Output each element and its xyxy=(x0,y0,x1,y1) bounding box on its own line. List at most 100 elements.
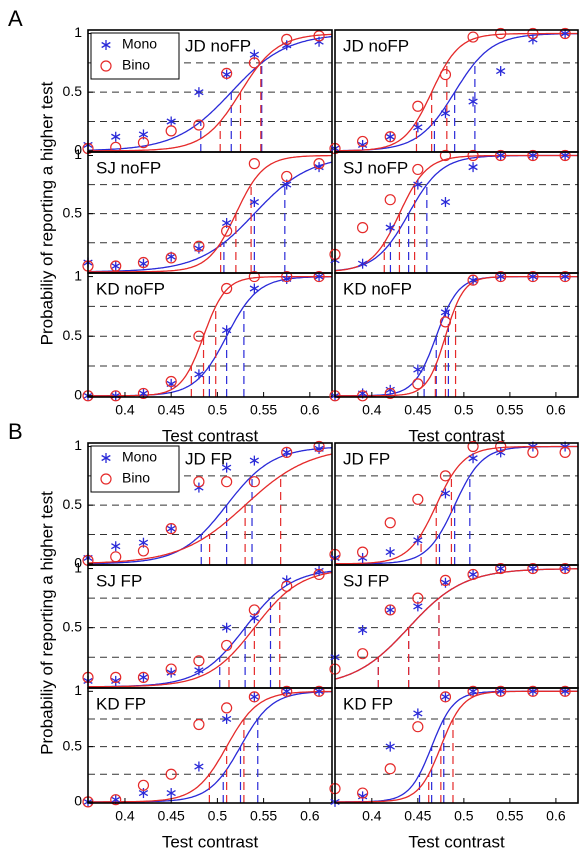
y-tick-label: 0 xyxy=(74,793,82,809)
x-axis-label: Test contrast xyxy=(408,426,505,445)
star-marker xyxy=(357,552,368,563)
star-stroke xyxy=(560,30,570,37)
circle-marker xyxy=(193,655,205,667)
panel-title: KD noFP xyxy=(96,279,165,298)
star-stroke xyxy=(249,457,260,464)
star-stroke xyxy=(528,273,538,280)
star-stroke xyxy=(314,273,324,280)
panel-letter: B xyxy=(8,419,23,444)
star-marker xyxy=(249,283,260,294)
x-tick-label: 0.5 xyxy=(208,402,228,418)
x-tick-label: 0.6 xyxy=(300,402,320,418)
circle-marker xyxy=(248,270,260,283)
circle-marker xyxy=(559,270,571,283)
legend-label: Mono xyxy=(122,449,157,465)
circle-marker xyxy=(165,375,177,388)
circle-marker xyxy=(165,523,177,535)
circle-marker xyxy=(527,149,539,162)
star-marker xyxy=(111,675,121,686)
star-stroke xyxy=(560,565,570,572)
star-stroke xyxy=(221,464,232,471)
circle-marker xyxy=(221,67,233,80)
circle-marker xyxy=(221,639,233,652)
x-tick-label: 0.6 xyxy=(546,402,566,418)
star-stroke xyxy=(314,567,324,574)
star-stroke xyxy=(496,688,506,695)
panel: SJ noFP xyxy=(329,149,579,274)
star-stroke xyxy=(413,537,423,544)
y-tick-label: 1 xyxy=(74,267,82,283)
star-marker xyxy=(440,488,451,499)
star-stroke xyxy=(385,133,395,140)
circle-marker xyxy=(221,282,233,295)
star-stroke xyxy=(440,110,451,117)
y-tick-label: 0.5 xyxy=(63,496,83,512)
circle-marker xyxy=(193,718,205,731)
panel-frame xyxy=(334,272,579,398)
circle-marker xyxy=(248,604,260,616)
panel: JD FP xyxy=(329,440,579,566)
star-marker xyxy=(468,453,478,464)
x-tick-label: 0.5 xyxy=(454,808,474,824)
star-stroke xyxy=(468,455,478,462)
star-stroke xyxy=(385,224,395,231)
panel-title: JD noFP xyxy=(185,36,251,55)
circle-marker xyxy=(467,440,479,453)
circle-marker xyxy=(357,390,369,402)
circle-marker xyxy=(110,390,122,402)
circle-marker xyxy=(495,440,507,453)
star-stroke xyxy=(194,763,204,770)
circle-marker xyxy=(221,225,233,237)
panel-title: JD noFP xyxy=(343,36,409,55)
panel-title: SJ FP xyxy=(96,571,142,590)
panel-title: KD FP xyxy=(96,694,146,713)
star-stroke xyxy=(468,98,478,105)
star-stroke xyxy=(496,152,506,159)
panel: 0.4 0.45 0.5 0.55 0.6 KD FP Test contrast xyxy=(329,685,579,851)
x-tick-label: 0.45 xyxy=(158,402,185,418)
star-stroke xyxy=(111,262,121,270)
x-tick-label: 0.55 xyxy=(250,402,277,418)
circle-marker xyxy=(110,671,122,683)
x-tick-label: 0.45 xyxy=(404,402,431,418)
circle-marker xyxy=(313,30,325,42)
circle-marker xyxy=(137,545,150,557)
star-stroke xyxy=(560,152,570,159)
star-stroke xyxy=(496,565,506,572)
x-tick-label: 0.55 xyxy=(496,808,523,824)
circle-marker xyxy=(165,125,177,137)
star-stroke xyxy=(560,688,570,695)
circle-marker xyxy=(384,604,396,616)
x-tick-label: 0.55 xyxy=(250,808,277,824)
star-stroke xyxy=(496,273,506,280)
star-marker xyxy=(194,761,204,772)
star-marker xyxy=(111,261,121,272)
star-marker xyxy=(440,577,451,588)
circle-marker xyxy=(165,663,177,675)
circle-marker xyxy=(467,149,479,162)
circle-marker xyxy=(412,163,424,176)
star-stroke xyxy=(385,606,395,614)
circle-marker xyxy=(527,446,539,458)
circle-marker xyxy=(495,27,507,40)
star-stroke xyxy=(468,277,478,284)
star-stroke xyxy=(413,603,423,610)
x-tick-label: 0.4 xyxy=(362,808,382,824)
star-marker xyxy=(221,325,232,336)
star-stroke xyxy=(496,67,506,75)
circle-marker xyxy=(137,256,150,269)
star-stroke xyxy=(111,543,121,550)
star-marker xyxy=(166,523,176,534)
star-stroke xyxy=(314,688,324,695)
circle-marker xyxy=(193,240,205,252)
star-marker xyxy=(413,364,423,375)
star-marker xyxy=(111,541,121,552)
star-marker xyxy=(413,535,423,546)
star-stroke xyxy=(249,615,260,622)
star-stroke xyxy=(101,454,111,462)
star-stroke xyxy=(249,693,260,700)
star-stroke xyxy=(413,124,423,131)
star-stroke xyxy=(413,366,423,373)
circle-marker xyxy=(193,119,205,131)
star-stroke xyxy=(111,133,121,140)
